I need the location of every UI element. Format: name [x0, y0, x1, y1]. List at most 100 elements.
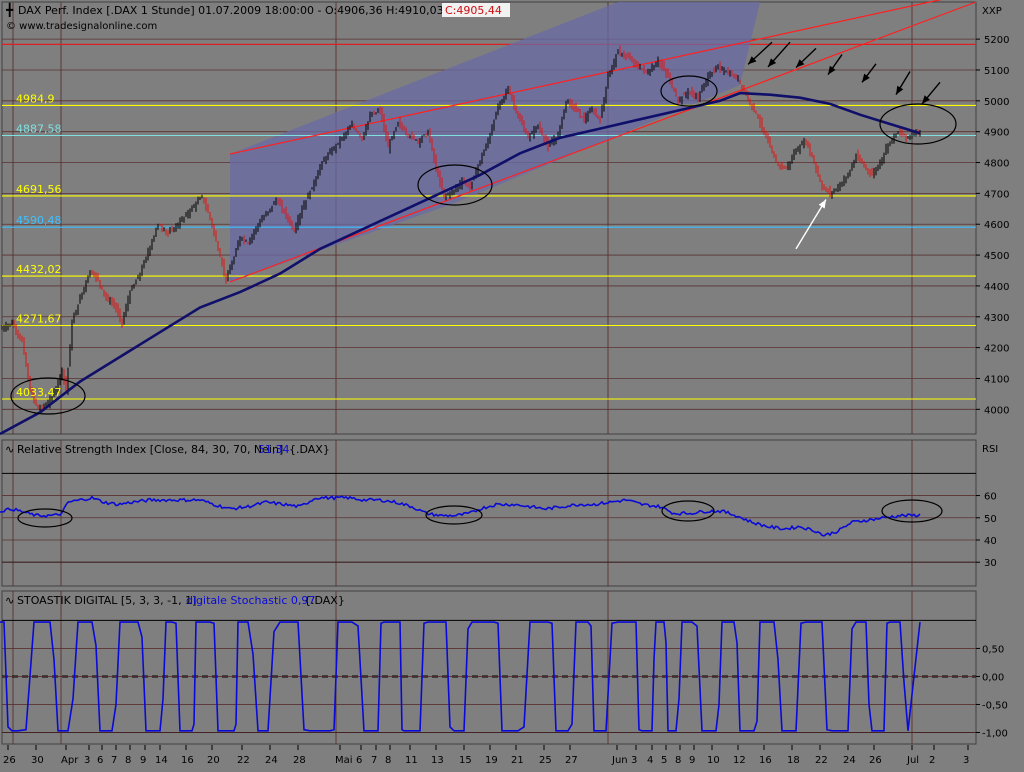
price-tick-label-2: 5000 — [984, 97, 1009, 108]
stochastic-axis: 0,50 0,00 -0,50 -1,00 — [976, 644, 1008, 739]
time-label-1: 30 — [31, 755, 44, 766]
time-label-4: 6 — [97, 755, 103, 766]
time-label-28: 5 — [661, 755, 667, 766]
time-label-21: 19 — [485, 755, 498, 766]
stochastic-line — [0, 621, 921, 732]
time-label-18: 11 — [405, 755, 418, 766]
level-label-4: 4432,02 — [16, 263, 62, 276]
time-label-5: 7 — [111, 755, 117, 766]
price-highlight-ellipses — [10, 75, 957, 415]
price-tick-label-5: 4700 — [984, 189, 1009, 200]
time-label-13: 28 — [293, 755, 306, 766]
price-tick-label-11: 4100 — [984, 374, 1009, 385]
time-label-37: 26 — [869, 755, 882, 766]
price-levels — [2, 104, 976, 400]
rsi-tick-label-2: 40 — [984, 536, 997, 547]
rsi-ellipse-0 — [17, 508, 73, 528]
time-label-9: 16 — [181, 755, 194, 766]
price-axis-label: XXP — [982, 6, 1002, 17]
level-label-5: 4271,67 — [16, 313, 62, 326]
price-tick-label-3: 4900 — [984, 128, 1009, 139]
rsi-ellipse-3 — [881, 499, 943, 523]
time-label-33: 16 — [759, 755, 772, 766]
arrow-head-4 — [862, 73, 870, 83]
time-label-8: 14 — [155, 755, 168, 766]
time-label-16: 7 — [371, 755, 377, 766]
time-label-14: Mai — [335, 755, 353, 766]
arrow-head-5 — [896, 85, 904, 95]
level-label-6: 4033,47 — [16, 386, 62, 399]
price-tick-label-8: 4400 — [984, 282, 1009, 293]
price-tick-label-10: 4200 — [984, 344, 1009, 355]
price-candles — [1, 45, 921, 413]
price-tick-label-9: 4300 — [984, 313, 1009, 324]
arrow-head-2 — [796, 59, 805, 68]
close-label: C:4905,44 — [445, 4, 502, 17]
stochastic-icon: ∿ — [5, 594, 14, 607]
price-axis: 5200 5100 5000 4900 4800 4700 4600 4500 4400 4300… — [976, 35, 1009, 416]
highlight-ellipse-0 — [10, 377, 86, 415]
time-label-10: 20 — [207, 755, 220, 766]
time-label-25: Jun — [611, 755, 628, 766]
time-label-3: 3 — [84, 755, 90, 766]
time-label-40: 3 — [963, 755, 969, 766]
time-label-15: 6 — [356, 755, 362, 766]
arrow-head-7 — [818, 199, 826, 209]
time-label-27: 4 — [647, 755, 653, 766]
time-axis: 26 30 Apr 3 6 7 8 9 14 16 20 22 24 28 Mai 6 7 8 11 13 15 19 21… — [3, 745, 969, 766]
stochastic-title: STOASTIK DIGITAL [5, 3, 3, -1, 1] — [17, 594, 196, 607]
time-label-34: 18 — [787, 755, 800, 766]
price-panel-title: DAX Perf. Index [.DAX 1 Stunde] 01.07.20… — [18, 4, 502, 17]
moving-average-line — [0, 91, 921, 436]
highlight-ellipse-1 — [417, 164, 493, 206]
level-label-3: 4590,48 — [16, 214, 62, 227]
rsi-tick-label-1: 50 — [984, 514, 997, 525]
time-label-20: 15 — [459, 755, 472, 766]
arrow-shaft-7 — [795, 199, 827, 250]
rsi-symbol: {.DAX} — [289, 443, 330, 456]
channel-lower-line — [229, 1, 977, 283]
watermark: © www.tradesignalonline.com — [6, 21, 157, 32]
rsi-panel — [1, 439, 977, 587]
rsi-value: 51,34 — [258, 443, 290, 456]
time-label-22: 21 — [511, 755, 524, 766]
stochastic-tick-label-1: 0,00 — [982, 672, 1004, 683]
time-label-26: 3 — [631, 755, 637, 766]
stochastic-tick-label-3: -1,00 — [982, 728, 1008, 739]
rsi-highlight-ellipses — [17, 499, 943, 528]
highlight-ellipse-2 — [660, 75, 718, 107]
time-label-38: Jul — [906, 755, 919, 766]
price-tick-label-0: 5200 — [984, 35, 1009, 46]
price-tick-label-12: 4000 — [984, 405, 1009, 416]
level-label-1: 4887,58 — [16, 123, 62, 136]
stochastic-value: digitale Stochastic 0,97 — [186, 594, 315, 607]
time-label-12: 24 — [265, 755, 278, 766]
close-label-box — [442, 3, 510, 17]
arrow-head-0 — [748, 56, 757, 65]
highlight-ellipse-3 — [879, 103, 957, 145]
time-label-2: Apr — [61, 755, 79, 766]
price-tick-label-6: 4600 — [984, 220, 1009, 231]
time-label-24: 27 — [565, 755, 578, 766]
price-tick-label-4: 4800 — [984, 159, 1009, 170]
time-label-0: 26 — [3, 755, 16, 766]
time-label-17: 8 — [385, 755, 391, 766]
time-label-31: 10 — [707, 755, 720, 766]
rsi-grid — [2, 440, 976, 586]
time-label-7: 9 — [140, 755, 146, 766]
time-label-32: 12 — [733, 755, 746, 766]
time-label-19: 13 — [431, 755, 444, 766]
time-label-23: 25 — [539, 755, 552, 766]
rsi-line — [0, 495, 921, 537]
rsi-ellipse-2 — [661, 500, 715, 522]
rsi-tick-label-3: 30 — [984, 558, 997, 569]
stochastic-tick-label-0: 0,50 — [982, 644, 1004, 655]
arrow-head-1 — [768, 58, 777, 67]
time-label-11: 22 — [237, 755, 250, 766]
rsi-axis-label: RSI — [982, 444, 998, 455]
rsi-axis: 60 50 40 30 — [976, 492, 997, 569]
rsi-icon: ∿ — [5, 443, 14, 456]
arrow-head-3 — [828, 65, 836, 75]
rsi-ellipse-1 — [425, 505, 483, 525]
